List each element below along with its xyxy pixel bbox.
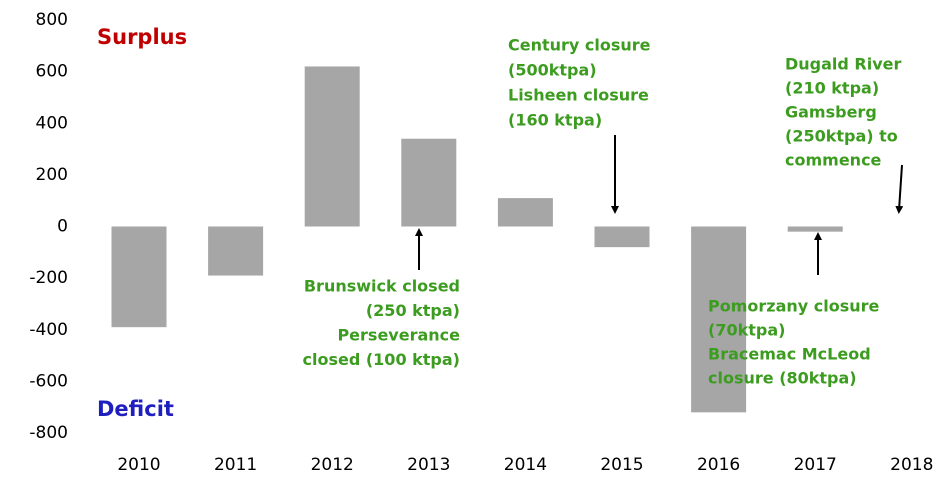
annotation-line: Century closure [508, 36, 651, 55]
annotation-line: Bracemac McLeod [708, 345, 871, 364]
annotation-line: closed (100 ktpa) [303, 350, 461, 369]
y-tick-label: 200 [36, 165, 68, 185]
y-tick-label: -800 [29, 423, 68, 443]
annotation-line: Dugald River [785, 55, 902, 74]
annotation-line: (250 ktpa) [366, 301, 460, 320]
annotation-line: (210 ktpa) [785, 79, 879, 98]
bar [401, 138, 457, 227]
y-tick-label: 0 [57, 217, 68, 237]
y-tick-label: 600 [36, 62, 68, 82]
annotation: Deficit [97, 397, 174, 421]
bar [787, 226, 843, 232]
annotation-line: Lisheen closure [508, 86, 649, 105]
x-tick-label: 2011 [214, 455, 257, 475]
x-tick-label: 2014 [504, 455, 547, 475]
annotation-line: (500ktpa) [508, 61, 597, 80]
annotation-line: (250ktpa) to [785, 127, 898, 146]
x-tick-label: 2012 [311, 455, 354, 475]
annotation-line: (70ktpa) [708, 321, 785, 340]
y-tick-label: -400 [29, 320, 68, 340]
annotation: Surplus [97, 25, 187, 49]
annotation-line: Perseverance [337, 326, 460, 345]
x-tick-label: 2016 [697, 455, 740, 475]
annotation-line: closure (80ktpa) [708, 369, 857, 388]
annotation-line: (160 ktpa) [508, 111, 602, 130]
x-tick-label: 2015 [600, 455, 643, 475]
annotation-line: Gamsberg [785, 103, 877, 122]
x-tick-label: 2013 [407, 455, 450, 475]
y-tick-label: 400 [36, 113, 68, 133]
annotation-line: commence [785, 151, 882, 170]
y-tick-label: -200 [29, 268, 68, 288]
bar [691, 226, 747, 413]
bar [208, 226, 264, 276]
bar [111, 226, 167, 328]
x-tick-label: 2010 [117, 455, 160, 475]
annotation-line: Brunswick closed [304, 277, 460, 296]
arrow [895, 164, 904, 214]
y-tick-label: -600 [29, 371, 68, 391]
bar [497, 198, 553, 227]
annotation-line: Pomorzany closure [708, 297, 880, 316]
x-tick-label: 2018 [890, 455, 933, 475]
bar [304, 66, 360, 227]
x-tick-label: 2017 [794, 455, 837, 475]
y-tick-label: 800 [36, 10, 68, 30]
bar [594, 226, 650, 248]
